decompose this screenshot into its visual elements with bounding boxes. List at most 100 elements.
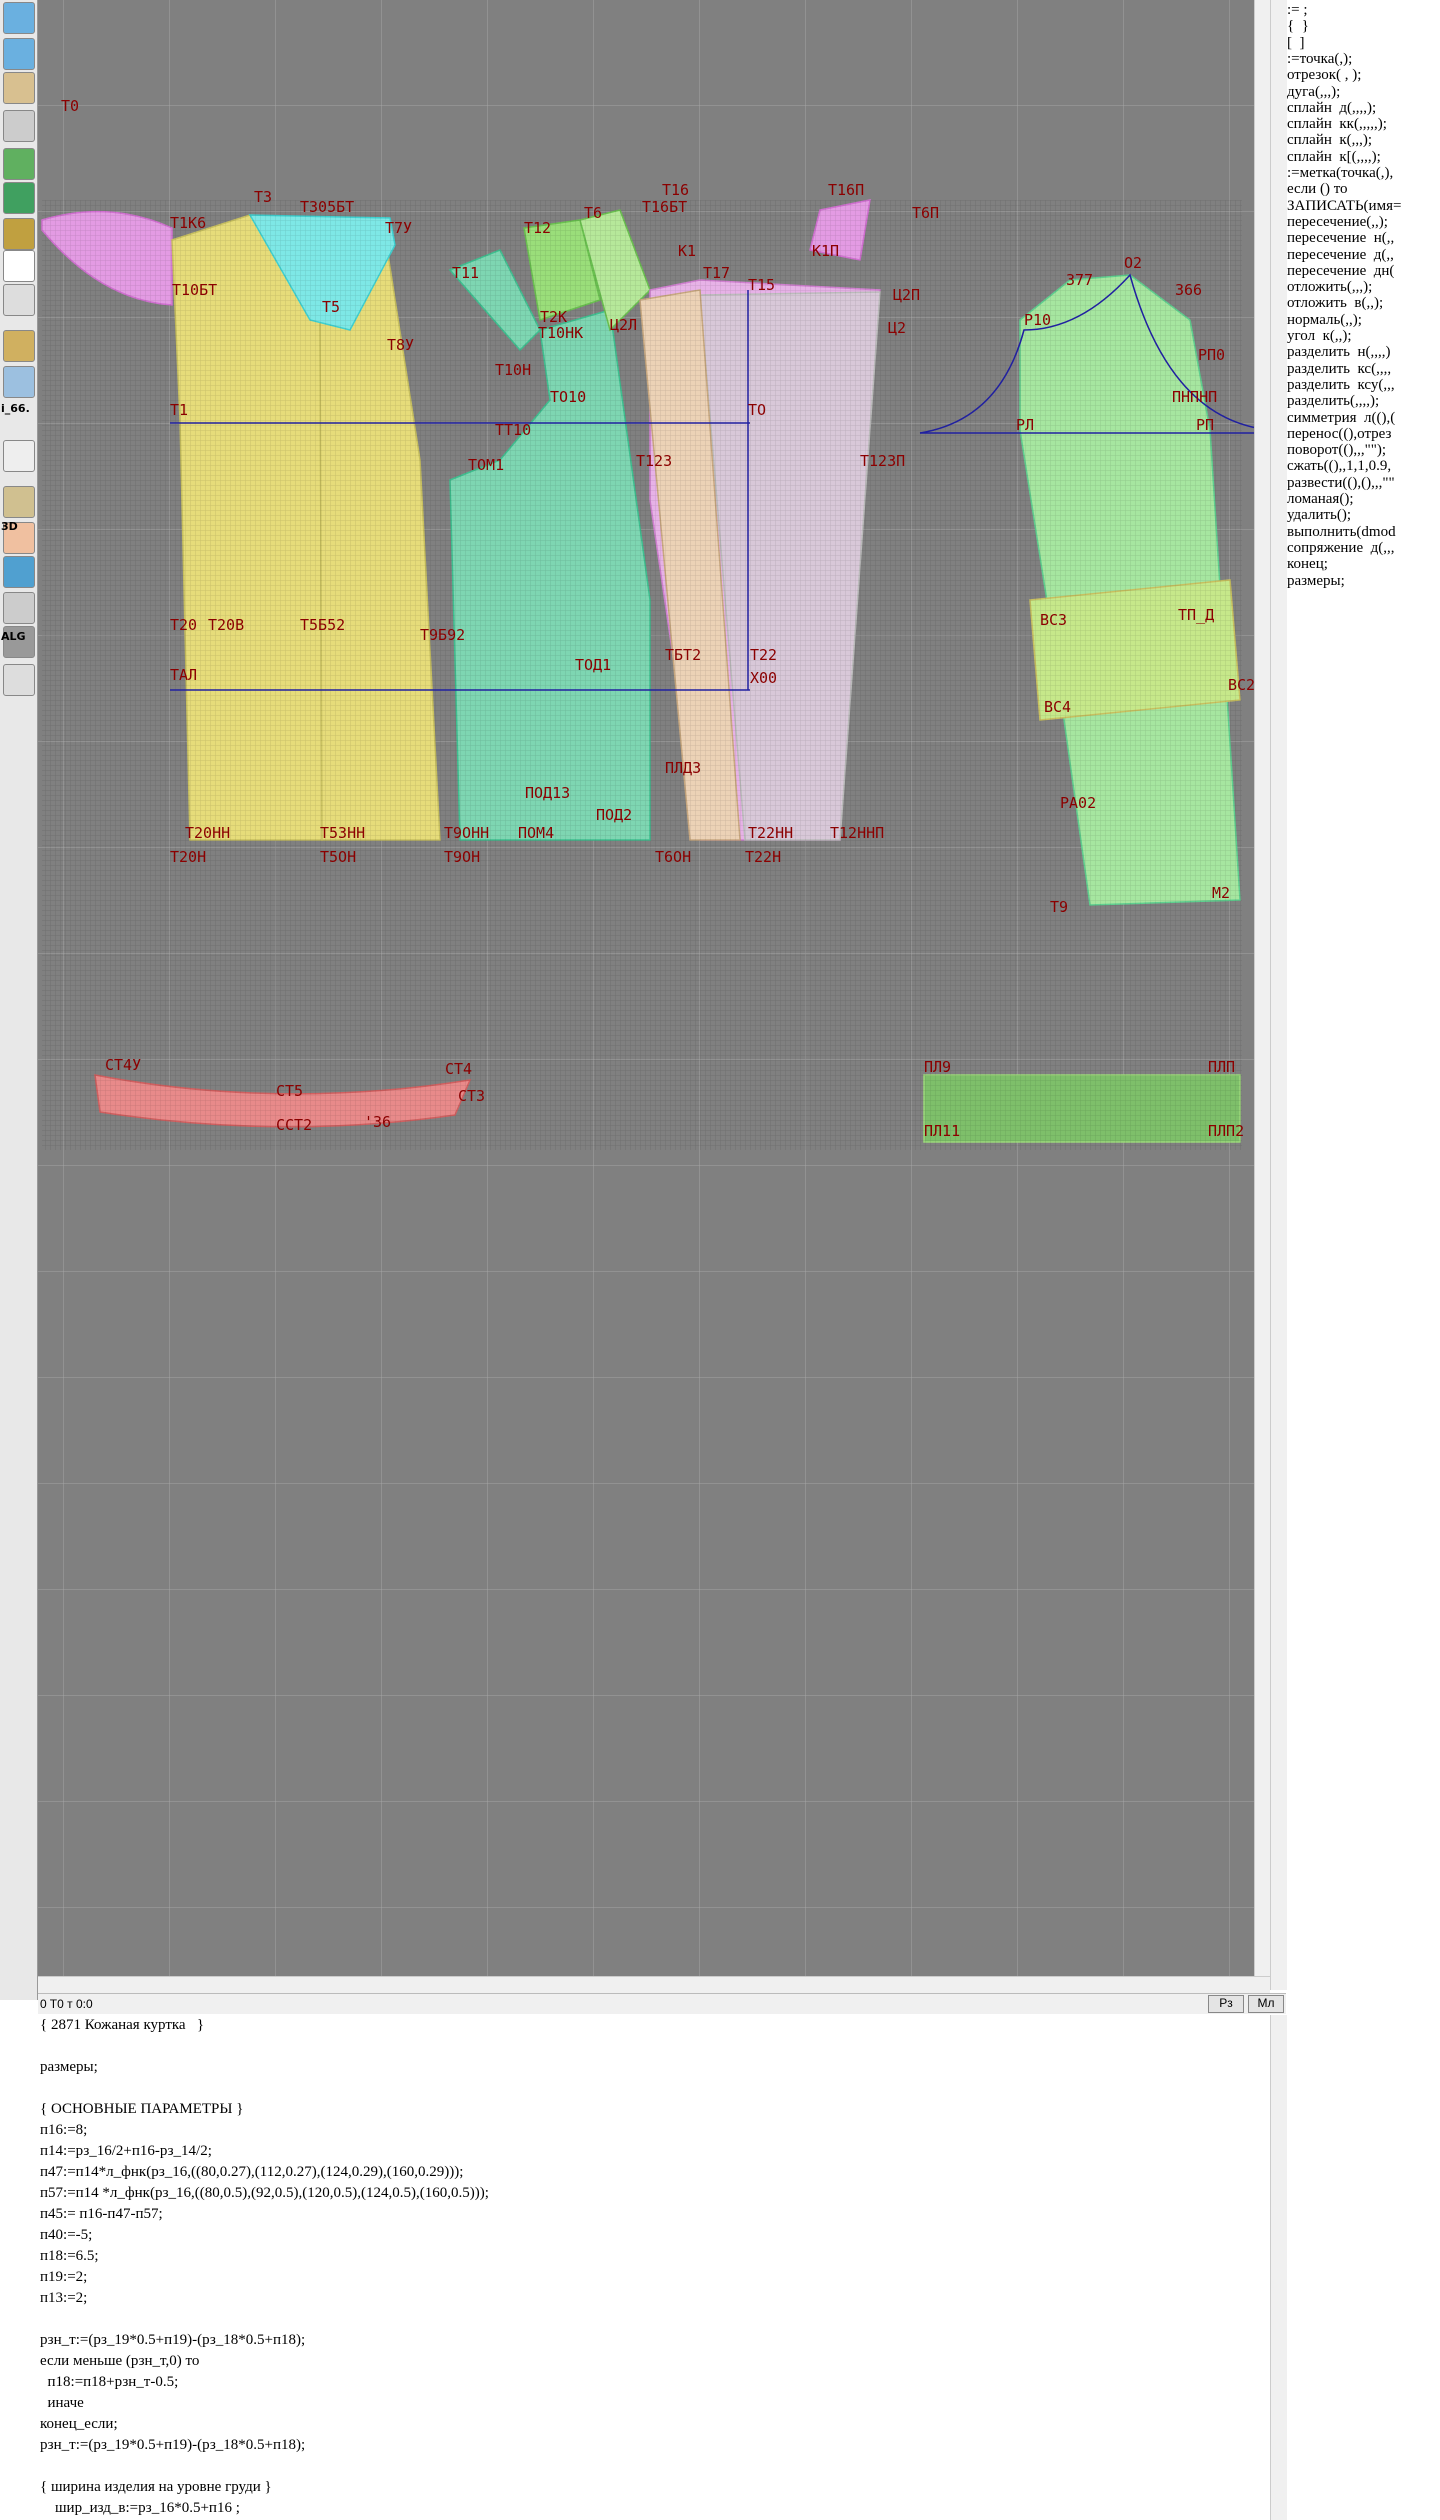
tool-button[interactable]: [3, 330, 35, 362]
point-label: Т11: [452, 264, 479, 282]
point-label: ВС3: [1040, 611, 1067, 629]
command-item[interactable]: ЗАПИСАТЬ(имя=: [1287, 197, 1402, 214]
point-label: Р10: [1024, 311, 1051, 329]
status-text: 0 T0 т 0:0: [40, 1997, 93, 2011]
command-item[interactable]: пересечение д(,,: [1287, 246, 1394, 263]
command-item[interactable]: развести((),(),,,"": [1287, 474, 1395, 491]
point-label: Т2К: [540, 308, 567, 326]
command-item[interactable]: пересечение дн(: [1287, 262, 1395, 279]
tool-label: 3D: [1, 520, 18, 533]
command-item[interactable]: разделить(,,,,);: [1287, 393, 1380, 410]
tool-button[interactable]: [3, 72, 35, 104]
tool-button[interactable]: [3, 250, 35, 282]
tool-button[interactable]: [3, 2, 35, 34]
command-item[interactable]: сплайн к[(,,,,);: [1287, 148, 1381, 165]
command-item[interactable]: разделить ксу(,,,: [1287, 376, 1395, 393]
command-item[interactable]: сплайн к(,,,);: [1287, 132, 1373, 149]
command-item[interactable]: сопряжение д(,,,: [1287, 539, 1395, 556]
command-item[interactable]: угол к(,,);: [1287, 328, 1352, 344]
command-item[interactable]: симметрия л((),(: [1287, 409, 1396, 426]
point-label: ПОМ4: [518, 824, 554, 842]
command-item[interactable]: отложить(,,,);: [1287, 279, 1373, 296]
canvas-scrollbar[interactable]: [1254, 0, 1271, 1976]
command-item[interactable]: := ;: [1287, 2, 1308, 18]
command-item[interactable]: поворот((),,,"");: [1287, 442, 1387, 459]
tool-button[interactable]: [3, 148, 35, 180]
code-scrollbar[interactable]: [1270, 2015, 1287, 2520]
command-item[interactable]: { }: [1287, 18, 1309, 35]
command-item[interactable]: пересечение(,,);: [1287, 213, 1388, 230]
point-label: Т8У: [387, 336, 414, 354]
tool-button[interactable]: [3, 626, 35, 658]
point-label: ТОМ1: [468, 456, 504, 474]
tool-button[interactable]: [3, 522, 35, 554]
tool-button[interactable]: [3, 218, 35, 250]
code-line: шир_изд_в:=рз_16*0.5+п16 ;: [40, 2500, 240, 2516]
tool-button[interactable]: [3, 182, 35, 214]
point-label: СТ4: [445, 1060, 472, 1078]
point-label: Т15: [748, 276, 775, 294]
point-label: Т6П: [912, 204, 939, 222]
command-item[interactable]: :=метка(точка(,),: [1287, 165, 1394, 181]
command-item[interactable]: отрезок( , );: [1287, 67, 1362, 84]
command-item[interactable]: отложить в(,,);: [1287, 295, 1384, 312]
point-label: Т22НН: [748, 824, 793, 842]
status-bar: 0 T0 т 0:0 Рз Мл: [38, 1993, 1286, 2014]
point-label: Т10БТ: [172, 281, 217, 299]
command-item[interactable]: ломаная();: [1287, 491, 1354, 507]
code-line: п13:=2;: [40, 2290, 88, 2306]
command-item[interactable]: :=точка(,);: [1287, 50, 1353, 67]
point-label: ВС2: [1228, 676, 1255, 694]
command-item[interactable]: удалить();: [1287, 507, 1352, 524]
code-line: п18:=п18+рзн_т-0.5;: [40, 2374, 179, 2390]
point-label: СТ4У: [105, 1056, 141, 1074]
command-item[interactable]: конец;: [1287, 556, 1328, 573]
point-label: '36: [364, 1113, 391, 1131]
point-label: М2: [1212, 884, 1230, 902]
point-label: Т0: [61, 97, 79, 115]
code-line: п19:=2;: [40, 2269, 88, 2285]
command-item[interactable]: сплайн д(,,,,);: [1287, 99, 1377, 116]
button[interactable]: Мл: [1248, 1995, 1284, 2013]
command-item[interactable]: размеры;: [1287, 572, 1345, 589]
tool-label: ALG: [1, 630, 26, 643]
point-label: Т305БТ: [300, 198, 354, 216]
code-line: п40:=-5;: [40, 2227, 93, 2243]
command-item[interactable]: пересечение н(,,: [1287, 230, 1395, 247]
tool-button[interactable]: [3, 592, 35, 624]
tool-button[interactable]: [3, 664, 35, 696]
command-scrollbar[interactable]: [1270, 0, 1287, 1990]
command-item[interactable]: [ ]: [1287, 34, 1305, 51]
tool-button[interactable]: [3, 366, 35, 398]
tool-button[interactable]: [3, 284, 35, 316]
tool-button[interactable]: [3, 556, 35, 588]
command-item[interactable]: выполнить(dmod: [1287, 523, 1396, 540]
tool-button[interactable]: [3, 110, 35, 142]
point-label: СТ5: [276, 1082, 303, 1100]
point-label: ТОД1: [575, 656, 611, 674]
command-item[interactable]: нормаль(,,);: [1287, 311, 1362, 328]
point-label: Т16П: [828, 181, 864, 199]
tool-button[interactable]: [3, 486, 35, 518]
command-item[interactable]: дуга(,,,);: [1287, 83, 1341, 100]
command-item[interactable]: сжать((),,1,1,0.9,: [1287, 458, 1392, 475]
point-label: Т5ОН: [320, 848, 356, 866]
point-label: ПЛД3: [665, 759, 701, 777]
point-label: ПНПНП: [1172, 388, 1217, 406]
horizontal-scrollbar[interactable]: [38, 1976, 1270, 1993]
command-item[interactable]: если () то: [1287, 181, 1348, 198]
point-label: Т20Н: [170, 848, 206, 866]
tool-button[interactable]: [3, 440, 35, 472]
point-label: Т22Н: [745, 848, 781, 866]
command-item[interactable]: перенос((),отрез: [1287, 425, 1392, 442]
point-label: ВС4: [1044, 698, 1071, 716]
tool-button[interactable]: [3, 38, 35, 70]
point-label: РП0: [1198, 346, 1225, 364]
code-line: п18:=6.5;: [40, 2248, 99, 2264]
command-item[interactable]: разделить н(,,,,): [1287, 344, 1391, 361]
command-item[interactable]: сплайн кк(,,,,,);: [1287, 116, 1387, 133]
point-label: Т10Н: [495, 361, 531, 379]
button[interactable]: Рз: [1208, 1995, 1244, 2013]
command-item[interactable]: разделить кс(,,,,: [1287, 360, 1392, 377]
